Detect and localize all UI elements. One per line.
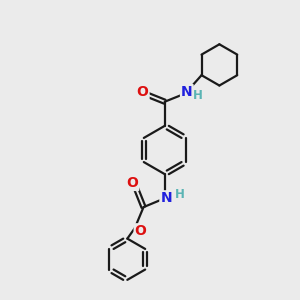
Text: H: H [175,188,184,201]
Text: O: O [137,85,148,99]
Text: N: N [181,85,193,99]
Text: N: N [160,191,172,205]
Text: O: O [126,176,138,190]
Text: H: H [193,89,202,102]
Text: O: O [135,224,146,238]
